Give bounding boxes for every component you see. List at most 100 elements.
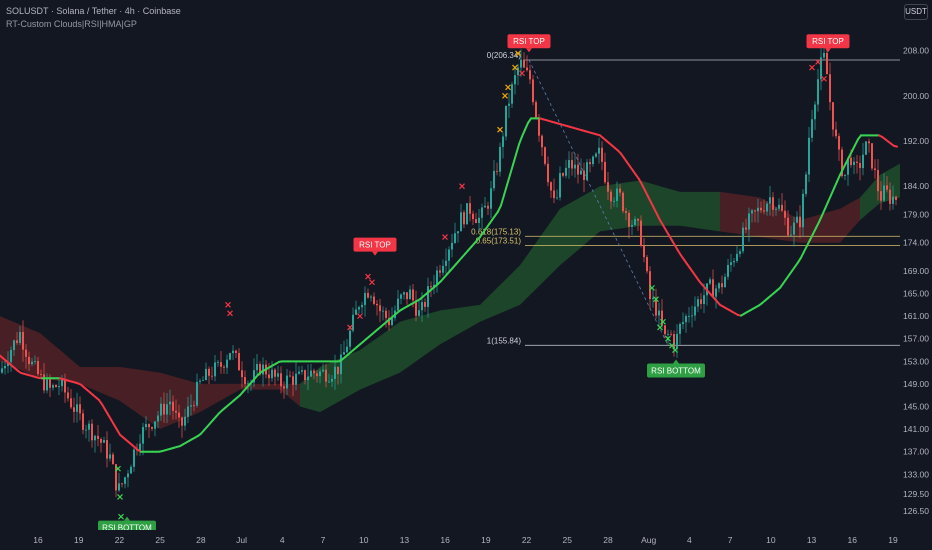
cloud-segment (680, 191, 684, 227)
candle-body (640, 220, 642, 246)
signal-x-marker (357, 313, 363, 320)
candle-body (193, 405, 195, 407)
candle-body (76, 404, 78, 412)
rsi-label-text: RSI TOP (513, 37, 545, 46)
cloud-segment (532, 242, 536, 293)
candle-body (790, 234, 792, 236)
fib-level-label: 0.65(173.51) (476, 236, 522, 245)
cloud-segment (584, 192, 588, 245)
candle-body (220, 362, 222, 367)
cloud-segment (160, 372, 164, 430)
indicator-legend[interactable]: RT-Custom Clouds|RSI|HMA|GP (6, 19, 137, 29)
hma-segment (806, 238, 811, 247)
rsi-label-text: RSI BOTTOM (102, 524, 152, 533)
hma-segment (809, 232, 814, 241)
candle-body (28, 356, 30, 365)
candle-body (406, 292, 408, 300)
rsi-label-pointer (825, 48, 831, 53)
cloud-segment (344, 355, 348, 399)
candle-body (526, 67, 528, 71)
candle-body (658, 310, 660, 316)
cloud-segment (132, 368, 136, 413)
candle-body (577, 164, 579, 175)
cloud-segment (580, 195, 584, 249)
cloud-segment (752, 196, 756, 237)
candle-body (418, 310, 420, 316)
time-tick-label: 19 (74, 535, 84, 545)
cloud-segment (60, 350, 64, 382)
candle-body (517, 67, 519, 76)
candle-body (730, 262, 732, 265)
cloud-segment (128, 368, 132, 410)
cloud-segment (372, 338, 376, 385)
cloud-segment (124, 367, 128, 407)
candle-body (757, 207, 759, 212)
rsi-label-box (353, 237, 397, 252)
candle-body (721, 283, 723, 288)
time-tick-label: 16 (848, 535, 858, 545)
cloud-segment (88, 366, 92, 390)
candle-body (226, 359, 228, 368)
signal-x-marker (117, 494, 123, 500)
candle-body (646, 257, 648, 272)
hma-segment (845, 156, 850, 165)
candle-body (124, 477, 126, 484)
cloud-segment (872, 179, 876, 210)
cloud-segment (48, 339, 52, 380)
hma-segment (833, 180, 838, 190)
hma-segment (818, 214, 823, 224)
currency-label[interactable]: USDT (904, 4, 928, 20)
candle-body (439, 270, 441, 273)
fib-level-label: 0(206.34) (487, 51, 522, 60)
candle-body (436, 270, 438, 285)
time-axis-bg (0, 530, 932, 550)
candle-body (871, 143, 873, 169)
cloud-segment (16, 322, 20, 370)
cloud-segment (536, 237, 540, 290)
cloud-segment (552, 214, 556, 274)
cloud-segment (556, 208, 560, 270)
symbol-title[interactable]: SOLUSDT · Solana / Tether · 4h · Coinbas… (6, 6, 181, 16)
price-tick-label: 153.00 (903, 356, 929, 366)
candle-body (19, 331, 21, 343)
candle-body (91, 423, 93, 441)
cloud-segment (392, 324, 396, 377)
candle-body (349, 330, 351, 347)
candle-body (592, 156, 594, 165)
candle-body (316, 373, 318, 377)
candle-body (121, 483, 123, 485)
cloud-segment (56, 346, 60, 382)
cloud-segment (172, 376, 176, 425)
cloud-segment (304, 377, 308, 409)
candle-body (736, 253, 738, 262)
hma-segment (800, 250, 805, 259)
cloud-segment (224, 383, 228, 399)
candle-body (463, 212, 465, 225)
hma-segment (524, 121, 529, 131)
candle-body (727, 264, 729, 277)
candle-body (547, 163, 549, 183)
cloud-segment (664, 187, 668, 226)
cloud-segment (520, 259, 524, 305)
candle-body (523, 59, 525, 68)
signal-x-marker (657, 324, 663, 331)
cloud-segment (896, 163, 900, 199)
cloud-segment (180, 378, 184, 421)
candle-body (832, 102, 834, 130)
candle-body (13, 340, 15, 350)
cloud-segment (832, 209, 836, 243)
candle-body (607, 182, 609, 192)
candle-body (355, 309, 357, 315)
cloud-segment (312, 370, 316, 412)
hma-segment (521, 128, 526, 138)
candle-body (823, 52, 825, 58)
cloud-segment (380, 333, 384, 382)
candle-body (40, 374, 42, 375)
candle-body (850, 157, 852, 166)
cloud-segment (592, 188, 596, 239)
cloud-segment (396, 321, 400, 375)
cloud-segment (612, 183, 616, 230)
candle-body (67, 392, 69, 399)
candle-body (778, 204, 780, 209)
